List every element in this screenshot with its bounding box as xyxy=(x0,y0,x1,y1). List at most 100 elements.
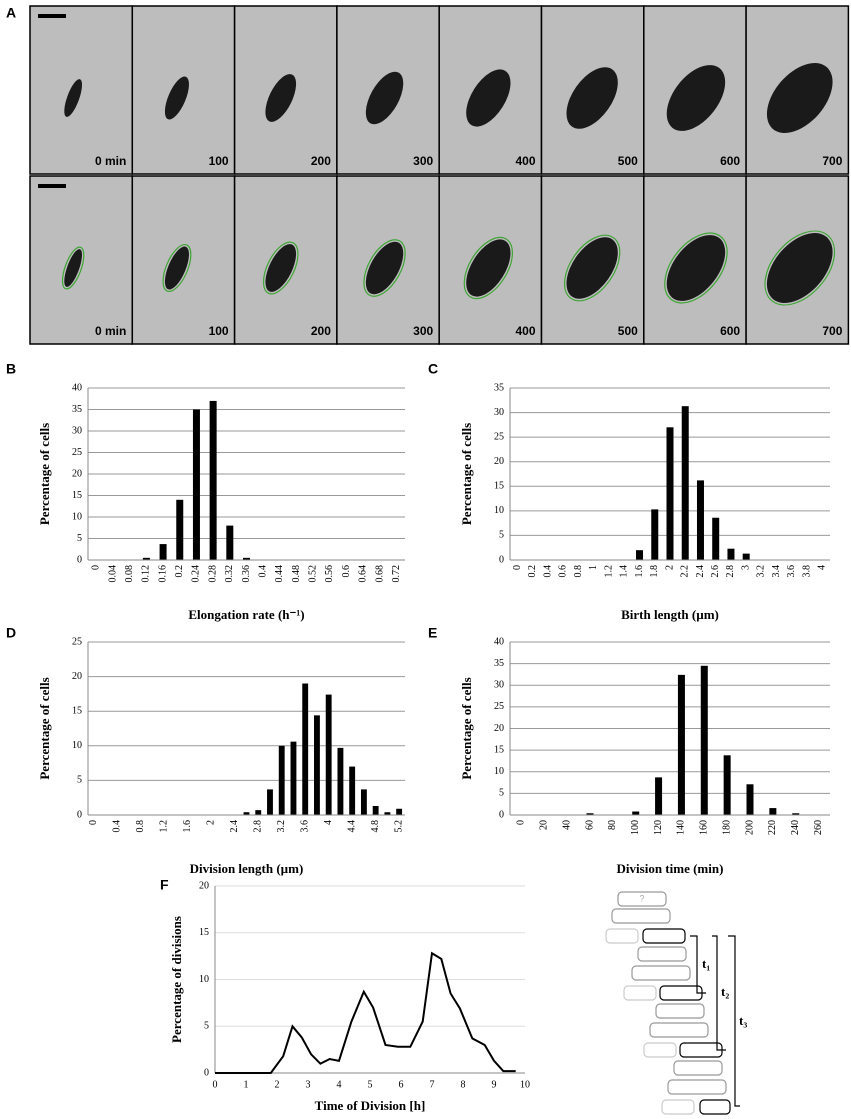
segmentation xyxy=(162,244,192,292)
y-tick-label: 20 xyxy=(494,723,504,734)
bar xyxy=(243,557,250,560)
cell xyxy=(617,891,667,907)
bar xyxy=(727,548,735,560)
y-tick-label: 10 xyxy=(494,766,504,777)
time-label: 200 xyxy=(311,154,331,168)
cell xyxy=(637,946,687,962)
x-tick-label: 1.6 xyxy=(182,820,193,833)
x-tick-label: 0.56 xyxy=(324,565,335,583)
x-tick-label: 0.48 xyxy=(291,565,302,583)
x-tick-label: 10 xyxy=(520,1079,530,1090)
colony xyxy=(766,63,833,133)
bar xyxy=(723,755,731,815)
y-tick-label: 40 xyxy=(72,382,82,393)
cell xyxy=(649,1022,709,1038)
bar xyxy=(792,813,800,815)
lineage-diagram: ? t₁ t₂ t₃ xyxy=(605,891,747,1115)
y-tick-label: 25 xyxy=(494,701,504,712)
time-label: 100 xyxy=(209,154,229,168)
colony xyxy=(265,244,297,292)
y-tick-label: 15 xyxy=(199,927,209,938)
y-tick-label: 10 xyxy=(72,740,82,751)
x-axis-title: Division length (µm) xyxy=(190,861,304,876)
y-axis-title: Percentage of cells xyxy=(459,677,474,779)
bar xyxy=(302,683,309,815)
y-tick-label: 20 xyxy=(494,456,504,467)
bar xyxy=(651,509,659,560)
y-tick-label: 35 xyxy=(72,404,82,415)
x-tick-label: 2 xyxy=(664,565,675,570)
segmentation xyxy=(764,230,836,306)
x-tick-label: 0.24 xyxy=(191,565,202,583)
bracket xyxy=(690,935,706,994)
time-label: 500 xyxy=(618,154,638,168)
x-tick-label: 0.68 xyxy=(374,565,385,583)
x-tick-label: 0.04 xyxy=(107,565,118,583)
x-tick-label: 0 xyxy=(91,565,102,570)
y-tick-label: 5 xyxy=(499,530,504,541)
cell xyxy=(642,928,686,944)
y-axis-title: Percentage of cells xyxy=(459,423,474,525)
line xyxy=(215,951,516,1074)
time-label: 300 xyxy=(413,154,433,168)
bar xyxy=(325,694,332,815)
bar xyxy=(396,808,403,815)
x-tick-label: 4.4 xyxy=(346,820,357,833)
x-tick-label: 220 xyxy=(767,820,778,835)
bar xyxy=(290,741,297,815)
bar xyxy=(700,665,708,815)
bar xyxy=(746,784,754,815)
x-axis-title: Division time (min) xyxy=(617,861,724,876)
x-tick-label: 4 xyxy=(323,820,334,825)
x-axis-title: Elongation rate (h⁻¹) xyxy=(188,607,304,622)
bar xyxy=(278,745,285,815)
scale-bar xyxy=(38,14,66,18)
bar xyxy=(677,674,685,815)
time-label: 0 min xyxy=(95,154,126,168)
x-tick-label: 200 xyxy=(744,820,755,835)
time-label: 400 xyxy=(515,154,535,168)
x-tick-label: 0.72 xyxy=(391,565,402,583)
y-tick-label: 35 xyxy=(494,658,504,669)
x-tick-label: 2.4 xyxy=(229,820,240,833)
x-tick-label: 160 xyxy=(699,820,710,835)
x-tick-label: 1.8 xyxy=(649,565,660,578)
x-tick-label: 0.32 xyxy=(224,565,235,583)
x-tick-label: 0 xyxy=(88,820,99,825)
cell xyxy=(643,1042,677,1058)
x-tick-label: 0.4 xyxy=(542,565,553,578)
bar xyxy=(742,553,750,560)
time-label: 200 xyxy=(311,324,331,338)
cell xyxy=(611,908,671,924)
x-tick-label: 0.16 xyxy=(157,565,168,583)
cell xyxy=(699,1099,731,1115)
cell xyxy=(679,1042,723,1058)
y-tick-label: 5 xyxy=(77,775,82,786)
x-tick-label: 1 xyxy=(244,1079,249,1090)
x-tick-label: 180 xyxy=(721,820,732,835)
x-tick-label: 1.6 xyxy=(634,565,645,578)
bar xyxy=(314,715,320,815)
x-tick-label: 9 xyxy=(492,1079,497,1090)
y-tick-label: 5 xyxy=(204,1021,209,1032)
bar xyxy=(666,427,674,560)
y-tick-label: 0 xyxy=(77,554,82,565)
panel-label: A xyxy=(6,5,16,21)
y-tick-label: 0 xyxy=(499,809,504,820)
panel-label: D xyxy=(6,625,16,641)
panel-label: C xyxy=(428,361,438,377)
y-tick-label: 20 xyxy=(199,880,209,891)
cell xyxy=(623,985,657,1001)
x-tick-label: 0.64 xyxy=(358,565,369,583)
x-tick-label: 0.44 xyxy=(274,565,285,583)
cell xyxy=(673,1060,723,1076)
colony xyxy=(566,237,618,299)
x-tick-label: 0.8 xyxy=(573,565,584,578)
x-tick-label: 0 xyxy=(516,820,527,825)
cell xyxy=(605,928,639,944)
bracket xyxy=(712,935,726,1051)
x-tick-label: 0.8 xyxy=(135,820,146,833)
bar xyxy=(586,813,594,815)
cell xyxy=(631,965,691,981)
